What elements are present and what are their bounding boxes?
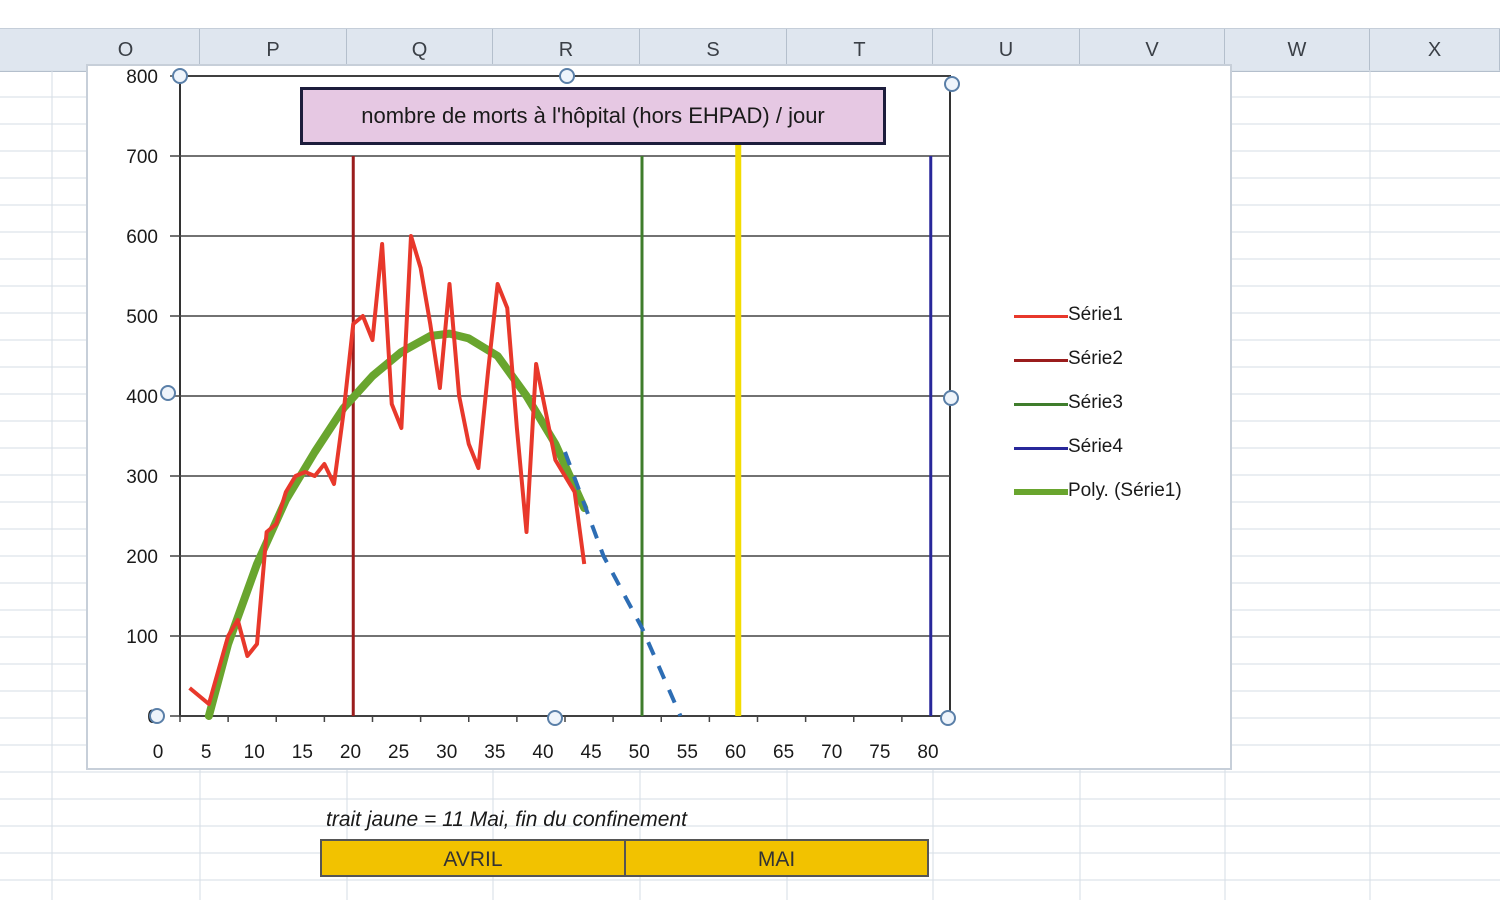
month-cell-mai[interactable]: MAI <box>624 839 929 877</box>
trend-projection-dashed <box>563 451 683 717</box>
legend-item: Poly. (Série1) <box>1014 476 1224 506</box>
x-tick-label: 45 <box>581 742 602 763</box>
legend-swatch <box>1014 402 1068 406</box>
x-tick-label: 40 <box>532 742 553 763</box>
x-tick-label: 70 <box>821 742 842 763</box>
resize-handle[interactable] <box>944 76 960 92</box>
legend-item: Série4 <box>1014 432 1224 462</box>
chart-plot: 0100200300400500600700800051015202530354… <box>126 67 960 763</box>
x-tick-label: 10 <box>244 742 265 763</box>
x-tick-label: 25 <box>388 742 409 763</box>
legend-label: Poly. (Série1) <box>1068 480 1182 501</box>
column-header-w[interactable]: W <box>1225 29 1370 71</box>
legend-label: Série4 <box>1068 436 1123 457</box>
y-tick-label: 500 <box>126 307 158 328</box>
legend-item: Série1 <box>1014 300 1224 330</box>
y-tick-label: 800 <box>126 67 158 88</box>
x-tick-label: 35 <box>484 742 505 763</box>
x-tick-label: 0 <box>153 742 164 763</box>
legend-item: Série3 <box>1014 388 1224 418</box>
legend-label: Série1 <box>1068 304 1123 325</box>
y-tick-label: 400 <box>126 387 158 408</box>
resize-handle[interactable] <box>160 385 176 401</box>
column-header-o[interactable]: O <box>52 29 200 71</box>
x-tick-label: 20 <box>340 742 361 763</box>
x-tick-label: 80 <box>917 742 938 763</box>
legend-label: Série2 <box>1068 348 1123 369</box>
column-header-t[interactable]: T <box>787 29 933 71</box>
resize-handle[interactable] <box>547 710 563 726</box>
resize-handle[interactable] <box>943 390 959 406</box>
column-header-q[interactable]: Q <box>347 29 493 71</box>
y-tick-label: 600 <box>126 227 158 248</box>
legend-swatch <box>1014 489 1068 495</box>
y-tick-label: 700 <box>126 147 158 168</box>
resize-handle[interactable] <box>559 68 575 84</box>
column-header-v[interactable]: V <box>1080 29 1225 71</box>
x-tick-label: 30 <box>436 742 457 763</box>
month-cell-avril[interactable]: AVRIL <box>320 839 626 877</box>
x-tick-label: 55 <box>677 742 698 763</box>
y-tick-label: 100 <box>126 627 158 648</box>
chart-title: nombre de morts à l'hôpital (hors EHPAD)… <box>300 87 886 145</box>
column-header-p[interactable]: P <box>200 29 347 71</box>
legend-label: Série3 <box>1068 392 1123 413</box>
column-header-r[interactable]: R <box>493 29 640 71</box>
x-tick-label: 15 <box>292 742 313 763</box>
y-tick-label: 200 <box>126 547 158 568</box>
x-tick-label: 50 <box>629 742 650 763</box>
x-tick-label: 65 <box>773 742 794 763</box>
legend-swatch <box>1014 358 1068 362</box>
legend-swatch <box>1014 314 1068 318</box>
resize-handle[interactable] <box>149 708 165 724</box>
y-tick-label: 300 <box>126 467 158 488</box>
column-header-u[interactable]: U <box>933 29 1080 71</box>
note-text: trait jaune = 11 Mai, fin du confinement <box>326 808 687 831</box>
legend-swatch <box>1014 446 1068 450</box>
resize-handle[interactable] <box>940 710 956 726</box>
x-tick-label: 60 <box>725 742 746 763</box>
x-tick-label: 75 <box>869 742 890 763</box>
resize-handle[interactable] <box>172 68 188 84</box>
column-header-s[interactable]: S <box>640 29 787 71</box>
legend-item: Série2 <box>1014 344 1224 374</box>
x-tick-label: 5 <box>201 742 212 763</box>
